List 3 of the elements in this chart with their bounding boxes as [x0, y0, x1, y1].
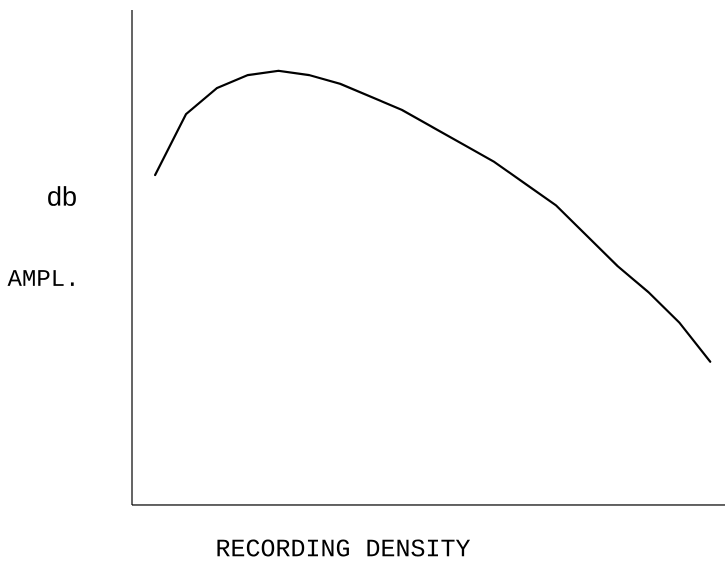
text: db [48, 186, 76, 206]
y-axis-title: AMPL. [8, 270, 74, 286]
x-axis-title: RECORDING DENSITY [217, 540, 470, 556]
